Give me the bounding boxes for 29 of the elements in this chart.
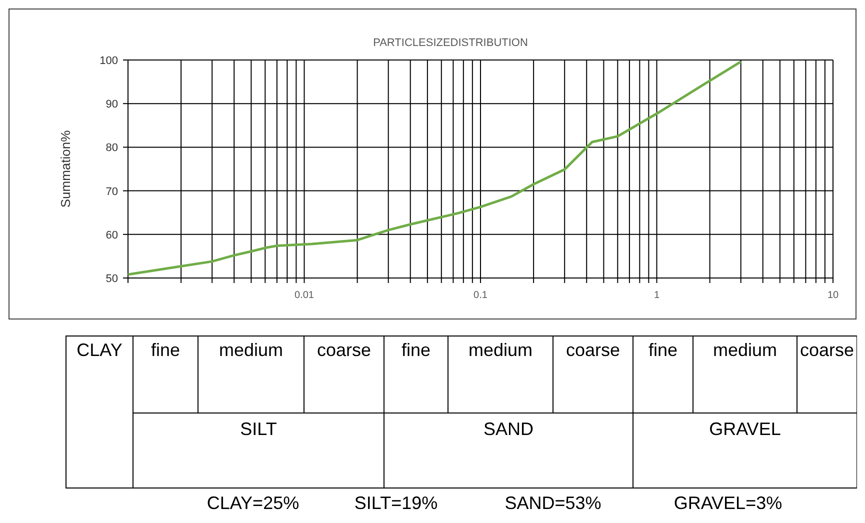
text: GRAVEL [709, 419, 781, 439]
text: SILT=19% [354, 493, 438, 513]
x-tick-label: 10 [827, 290, 839, 301]
text: SAND [483, 419, 534, 439]
y-tick-label: 80 [106, 142, 118, 154]
text: fine [150, 340, 180, 360]
text: medium [218, 340, 284, 360]
text: CLAY [76, 340, 122, 360]
text: CLAY=25% [206, 493, 300, 513]
text: medium [468, 340, 533, 360]
text: SILT [240, 419, 277, 439]
x-tick-label: 0.01 [294, 290, 314, 301]
text: coarse [800, 340, 854, 360]
y-tick-label: 70 [106, 186, 118, 198]
chart-title: PARTICLESIZEDISTRIBUTION [373, 37, 528, 49]
y-tick-label: 60 [106, 229, 118, 242]
x-tick-label: 0.1 [474, 290, 488, 301]
text: fine [401, 340, 431, 360]
text: GRAVEL=3% [674, 493, 782, 513]
text: coarse [316, 340, 372, 360]
text: coarse [566, 340, 620, 360]
y-axis-title: Summation% [58, 130, 73, 208]
y-tick-label: 100 [100, 55, 118, 67]
text: SAND=53% [504, 493, 602, 513]
y-tick-label: 90 [106, 98, 118, 111]
text: medium [712, 340, 778, 360]
y-tick-label: 50 [106, 273, 118, 285]
x-tick-label: 1 [654, 290, 660, 301]
text: fine [648, 340, 678, 360]
